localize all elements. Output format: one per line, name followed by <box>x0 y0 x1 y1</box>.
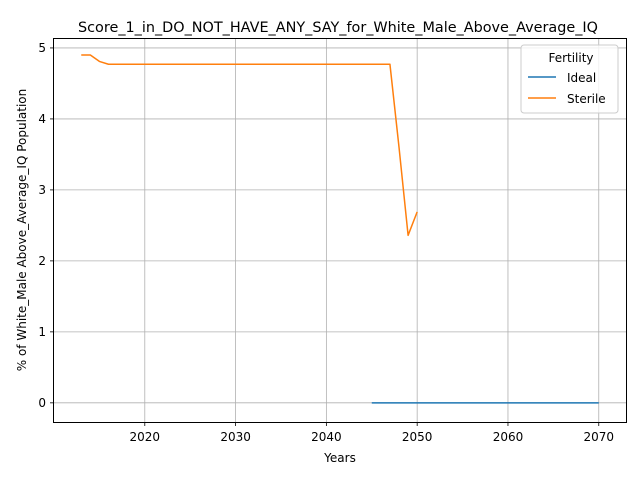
x-tick-label: 2050 <box>402 430 433 444</box>
legend: Fertility Ideal Sterile <box>520 44 619 114</box>
legend-title: Fertility <box>548 51 593 65</box>
x-tick-label: 2030 <box>220 430 251 444</box>
plot-series <box>81 54 599 404</box>
series-line-sterile <box>81 54 418 237</box>
chart-title: Score_1_in_DO_NOT_HAVE_ANY_SAY_for_White… <box>78 20 598 36</box>
x-axis-ticks: 2020 2030 2040 2050 2060 2070 <box>130 422 614 444</box>
x-tick-label: 2070 <box>583 430 614 444</box>
y-axis-label: % of White_Male Above_Average_IQ Populat… <box>15 89 29 372</box>
y-tick-label: 4 <box>38 112 46 126</box>
plot-frame <box>53 38 627 423</box>
y-tick-label: 0 <box>38 396 46 410</box>
grid-lines <box>54 38 626 422</box>
legend-label-ideal: Ideal <box>567 71 596 85</box>
y-tick-label: 5 <box>38 41 46 55</box>
legend-label-sterile: Sterile <box>567 92 606 106</box>
y-tick-label: 1 <box>38 325 46 339</box>
y-axis-ticks: 0 1 2 3 4 5 <box>38 41 54 410</box>
y-tick-label: 3 <box>38 183 46 197</box>
x-tick-label: 2040 <box>311 430 342 444</box>
x-tick-label: 2020 <box>130 430 161 444</box>
y-tick-label: 2 <box>38 254 46 268</box>
x-tick-label: 2060 <box>493 430 524 444</box>
legend-box <box>520 44 619 114</box>
x-axis-label: Years <box>323 451 356 465</box>
